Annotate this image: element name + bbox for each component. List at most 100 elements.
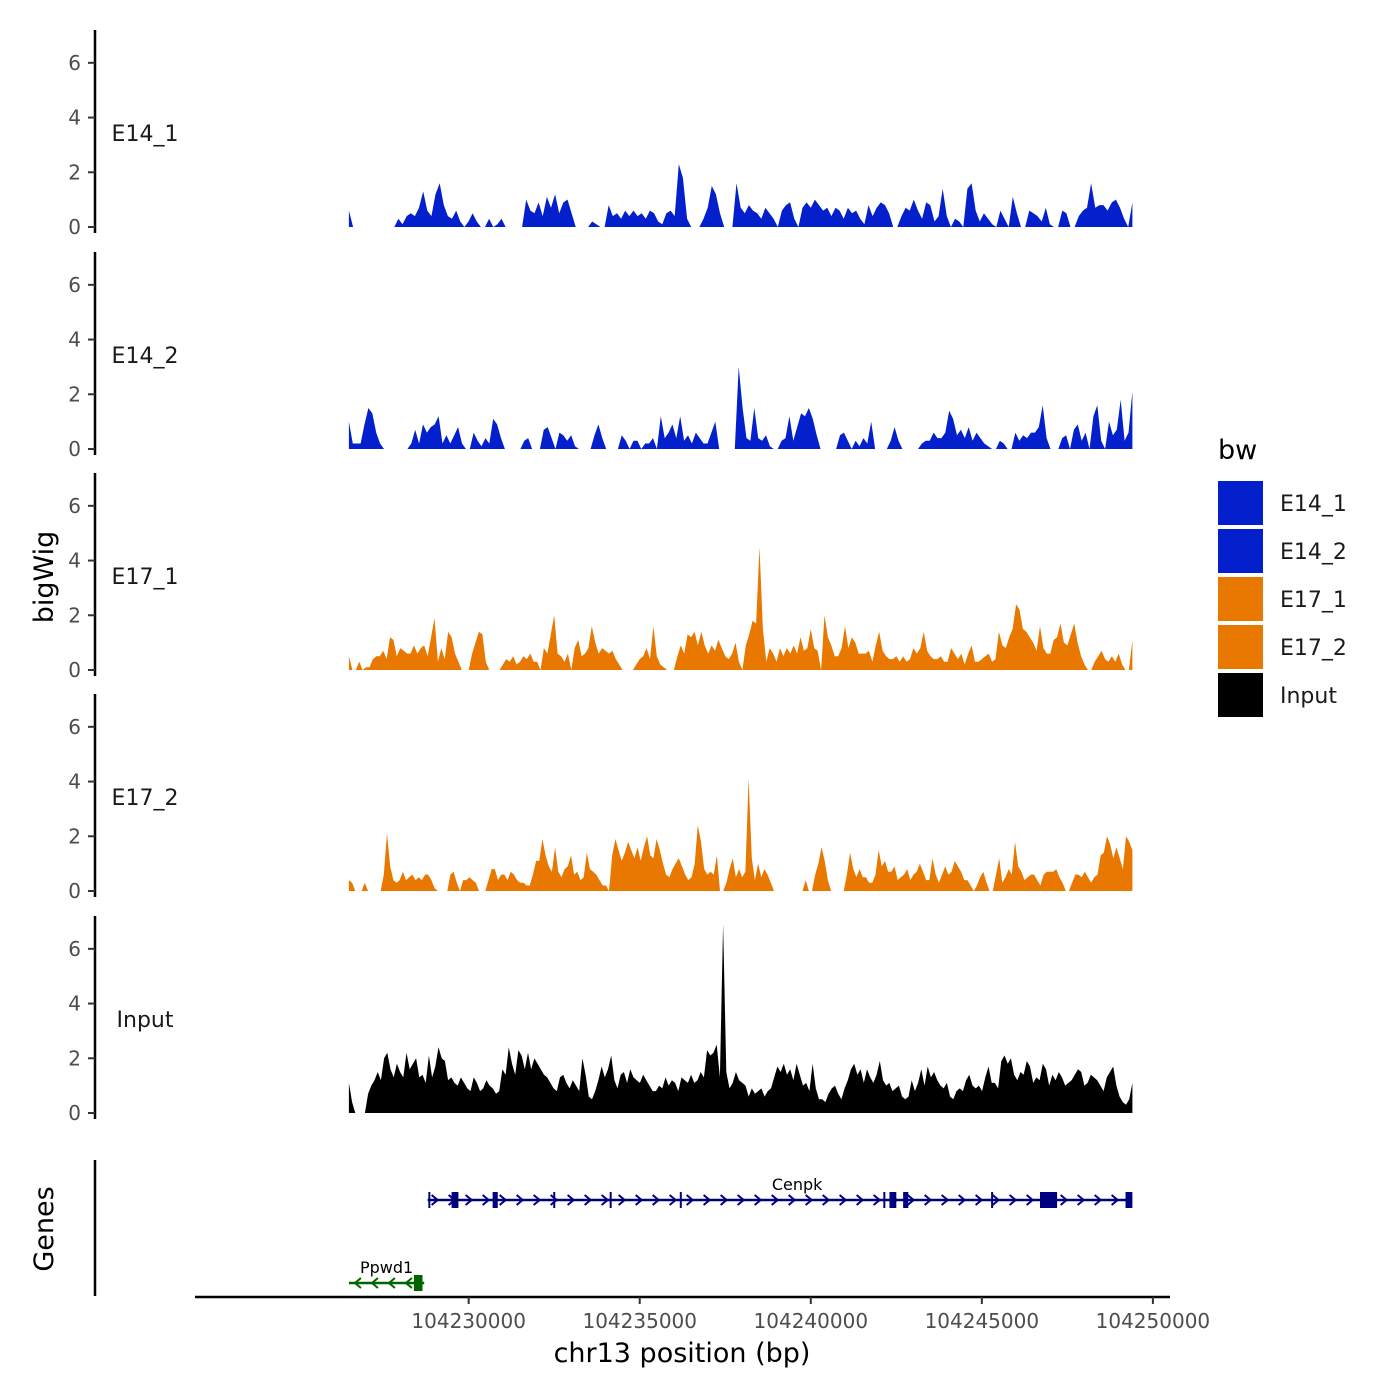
strand-arrow [923,1194,933,1206]
strand-arrow [634,1194,644,1206]
signal-area-e14_1 [348,164,1133,227]
y-tick-label: 2 [68,1046,81,1070]
legend-item: Input [1218,673,1337,717]
track-e17_1: 0 2 4 6 E17_1 [68,473,1133,682]
strand-arrow [668,1194,678,1206]
y-tick-label: 6 [68,937,81,961]
x-tick-label: 104245000 [925,1309,1040,1333]
strand-arrow [498,1194,508,1206]
strand-arrow [430,1194,440,1206]
x-tick-label: 104235000 [582,1309,697,1333]
gene-label: Ppwd1 [360,1258,413,1277]
strand-arrow [702,1194,712,1206]
strand-arrow [821,1194,831,1206]
strand-arrow [770,1194,780,1206]
y-tick-label: 4 [68,992,81,1016]
x-tick-label: 104230000 [411,1309,526,1333]
strand-arrow [940,1194,950,1206]
genes-axis-title: Genes [29,1186,60,1271]
x-axis-title: chr13 position (bp) [554,1338,811,1369]
strand-arrow [370,1277,379,1289]
strand-arrow [991,1194,1001,1206]
legend-label: E14_1 [1280,492,1347,517]
y-tick-label: 2 [68,603,81,627]
exon [903,1192,909,1208]
legend-item: E17_2 [1218,625,1347,669]
y-tick-label: 4 [68,328,81,352]
signal-area-e17_1 [348,546,1133,670]
legend-label: E14_2 [1280,540,1347,565]
legend-item: E17_1 [1218,577,1347,621]
strand-arrow [974,1194,984,1206]
strand-arrow [617,1194,627,1206]
legend-swatch [1218,673,1263,717]
y-tick-label: 0 [68,879,81,903]
exon [413,1275,423,1291]
strand-arrow [1076,1194,1086,1206]
y-tick-label: 4 [68,106,81,130]
strand-arrow [515,1194,525,1206]
track-e17_2: 0 2 4 6 E17_2 [68,694,1133,903]
track-e14_2: 0 2 4 6 E14_2 [68,252,1133,461]
strand-arrow [872,1194,882,1206]
y-axis-title: bigWig [29,531,60,624]
strand-arrow [855,1194,865,1206]
x-tick-label: 104240000 [754,1309,869,1333]
track-e14_1: 0 2 4 6 E14_1 [68,30,1133,239]
strand-arrow [651,1194,661,1206]
signal-tracks: 0 2 4 6 E14_1 0 2 4 6 E14_2 0 2 4 6 E17_1 0 2 4 6 E17_2 0 2 4 6… [68,30,1133,1125]
strand-arrow [481,1194,491,1206]
legend-title: bw [1218,435,1257,466]
strand-arrow [1025,1194,1035,1206]
strand-arrow [353,1277,362,1289]
y-tick-label: 2 [68,160,81,184]
exon [889,1192,897,1208]
y-tick-label: 6 [68,494,81,518]
legend-label: Input [1280,684,1337,709]
y-tick-label: 0 [68,658,81,682]
track-label: E17_2 [112,786,179,811]
strand-arrow [957,1194,967,1206]
strand-arrow [1008,1194,1018,1206]
y-tick-label: 6 [68,273,81,297]
strand-arrow [753,1194,763,1206]
y-tick-label: 2 [68,382,81,406]
signal-area-input [348,924,1133,1113]
exon [451,1192,459,1208]
exon [1040,1192,1058,1208]
legend-item: E14_2 [1218,529,1347,573]
exon [1125,1192,1133,1208]
strand-arrow [1110,1194,1120,1206]
legend-label: E17_2 [1280,636,1347,661]
strand-arrow [549,1194,559,1206]
x-axis: 104230000 104235000 104240000 104245000 1042… [195,1295,1211,1333]
track-label: E14_2 [112,344,179,369]
track-input: 0 2 4 6 Input [68,916,1133,1125]
y-tick-label: 4 [68,549,81,573]
gene-track: Cenpk Ppwd1 [93,1160,1133,1296]
x-tick-label: 104250000 [1096,1309,1211,1333]
gene-ppwd1: Ppwd1 [348,1258,425,1291]
strand-arrow [566,1194,576,1206]
y-tick-label: 0 [68,1101,81,1125]
legend-label: E17_1 [1280,588,1347,613]
legend-item: E14_1 [1218,481,1347,525]
y-tick-label: 0 [68,215,81,239]
strand-arrow [1059,1194,1069,1206]
y-tick-label: 2 [68,824,81,848]
y-tick-label: 0 [68,437,81,461]
strand-arrow [787,1194,797,1206]
signal-area-e17_2 [348,778,1133,891]
legend: bw E14_1 E14_2 E17_1 E17_2 Input [1218,435,1347,717]
y-tick-label: 6 [68,51,81,75]
legend-swatch [1218,577,1263,621]
gene-cenpk: Cenpk [427,1175,1133,1208]
strand-arrow [583,1194,593,1206]
strand-arrow [804,1194,814,1206]
track-label: E14_1 [112,122,179,147]
track-label: E17_1 [112,565,179,590]
strand-arrow [532,1194,542,1206]
strand-arrow [719,1194,729,1206]
strand-arrow [387,1277,396,1289]
